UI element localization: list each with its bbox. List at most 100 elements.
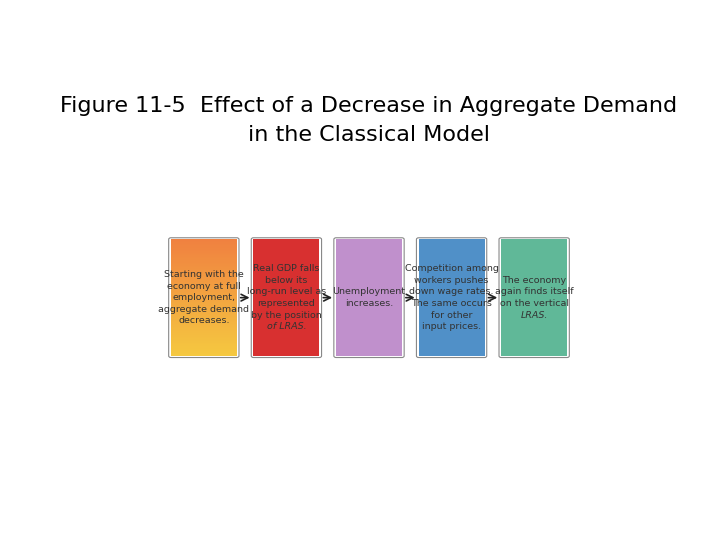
Bar (253, 301, 320, 302)
Bar (501, 263, 567, 264)
Bar (171, 299, 237, 301)
Bar (253, 350, 320, 352)
Bar (171, 333, 237, 334)
Bar (501, 253, 567, 254)
Bar (418, 303, 485, 305)
Bar (336, 261, 402, 263)
Bar (336, 268, 402, 270)
Bar (501, 247, 567, 248)
Bar (418, 244, 485, 245)
Bar (253, 260, 320, 261)
Bar (171, 280, 237, 282)
Bar (336, 346, 402, 347)
Bar (171, 344, 237, 346)
Bar (253, 308, 320, 309)
Bar (501, 242, 567, 244)
Bar (418, 316, 485, 318)
Bar (501, 282, 567, 283)
Bar (171, 279, 237, 280)
Bar (418, 255, 485, 257)
Bar (501, 349, 567, 350)
Bar (171, 241, 237, 242)
Bar (501, 337, 567, 339)
Bar (418, 350, 485, 352)
Bar (418, 314, 485, 315)
Bar (253, 263, 320, 264)
Bar (501, 334, 567, 335)
Bar (418, 293, 485, 295)
Bar (336, 327, 402, 328)
Bar (501, 346, 567, 347)
Bar (501, 255, 567, 257)
Bar (253, 254, 320, 255)
Bar (336, 324, 402, 325)
Bar (501, 266, 567, 267)
Bar (336, 322, 402, 324)
Bar (336, 282, 402, 283)
Bar (418, 353, 485, 354)
Bar (418, 266, 485, 267)
Bar (171, 343, 237, 344)
Bar (253, 315, 320, 316)
Bar (171, 331, 237, 333)
Bar (253, 286, 320, 287)
Bar (253, 299, 320, 301)
Bar (336, 249, 402, 251)
Bar (171, 316, 237, 318)
Bar (501, 299, 567, 301)
Bar (171, 347, 237, 349)
Bar (336, 337, 402, 339)
Bar (336, 241, 402, 242)
Bar (418, 277, 485, 279)
Bar (253, 292, 320, 293)
Bar (171, 286, 237, 287)
Bar (336, 245, 402, 247)
Bar (171, 255, 237, 257)
Bar (418, 328, 485, 329)
Bar (171, 273, 237, 274)
Bar (171, 291, 237, 292)
Bar (418, 341, 485, 343)
Bar (336, 321, 402, 322)
Bar (501, 325, 567, 327)
Bar (336, 254, 402, 255)
Bar (418, 257, 485, 258)
Bar (253, 279, 320, 280)
Bar (253, 312, 320, 314)
Bar (336, 258, 402, 260)
Bar (171, 282, 237, 283)
Bar (253, 273, 320, 274)
Bar (336, 306, 402, 308)
Bar (253, 318, 320, 320)
Bar (253, 298, 320, 299)
Text: long-run level as: long-run level as (247, 287, 326, 296)
Bar (418, 346, 485, 347)
Bar (171, 327, 237, 328)
Bar (501, 354, 567, 356)
Bar (336, 318, 402, 320)
Bar (501, 340, 567, 341)
Bar (501, 314, 567, 315)
Bar (336, 325, 402, 327)
Bar (501, 287, 567, 289)
Bar (418, 296, 485, 298)
Bar (171, 267, 237, 268)
Text: represented: represented (258, 299, 315, 308)
Bar (253, 340, 320, 341)
Bar (418, 254, 485, 255)
Bar (336, 339, 402, 340)
Bar (418, 260, 485, 261)
Bar (501, 258, 567, 260)
Bar (171, 310, 237, 312)
Bar (253, 280, 320, 282)
Bar (501, 343, 567, 344)
Text: input prices.: input prices. (422, 322, 481, 331)
Bar (336, 308, 402, 309)
Bar (336, 302, 402, 303)
Bar (253, 258, 320, 260)
Bar (336, 340, 402, 341)
Text: aggregate demand: aggregate demand (158, 305, 249, 314)
Bar (501, 333, 567, 334)
Bar (501, 316, 567, 318)
Bar (418, 354, 485, 356)
